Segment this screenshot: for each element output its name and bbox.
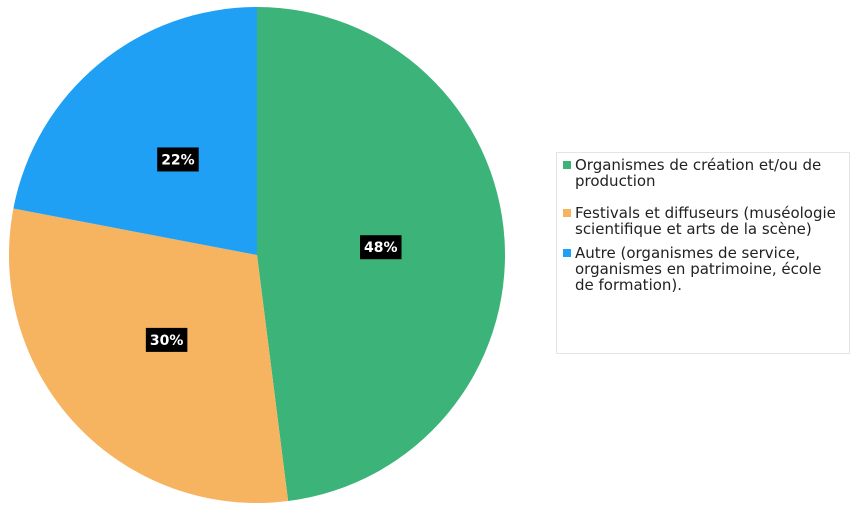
value-label: 30% — [150, 333, 184, 349]
legend-label: Festivals et diffuseurs (muséologie scie… — [575, 204, 836, 238]
pie-slice — [13, 7, 258, 255]
legend-item: Autre (organismes de service, organismes… — [563, 245, 843, 293]
value-label-bg — [157, 147, 199, 172]
legend: Organismes de création et/ou de producti… — [556, 152, 850, 354]
legend-item: Festivals et diffuseurs (muséologie scie… — [563, 205, 843, 237]
chart: 48% 30% 22% — [8, 7, 505, 504]
legend-label: Autre (organismes de service, organismes… — [575, 244, 822, 294]
legend-swatch — [563, 209, 571, 217]
legend-item: Organismes de création et/ou de producti… — [563, 157, 843, 189]
legend-swatch — [563, 161, 571, 169]
value-label-bg — [359, 235, 402, 260]
value-label: 48% — [364, 240, 398, 256]
legend-swatch — [563, 249, 571, 257]
pie-slice — [8, 208, 289, 504]
value-label: 22% — [161, 152, 195, 168]
value-label-bg — [145, 327, 188, 352]
legend-label: Organismes de création et/ou de producti… — [575, 156, 822, 190]
